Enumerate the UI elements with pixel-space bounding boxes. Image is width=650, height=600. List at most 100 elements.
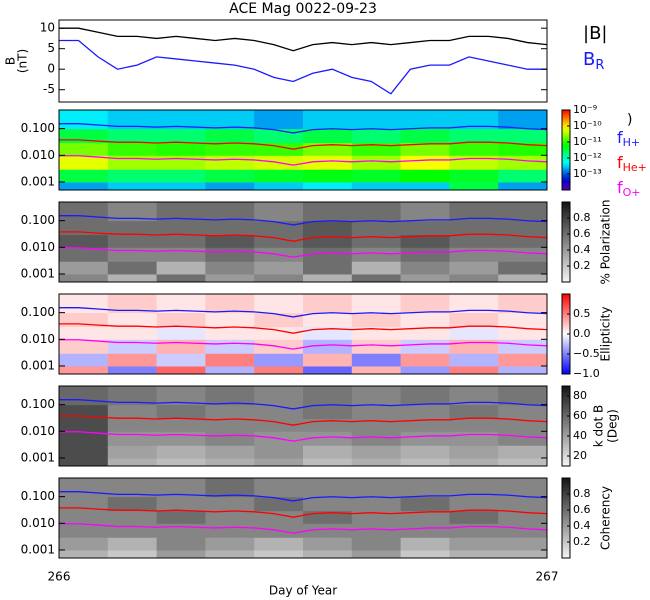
- heatmap-cell: [400, 418, 450, 432]
- legend-entry-sub: He+: [623, 161, 647, 174]
- heatmap-cell: [400, 169, 450, 183]
- heatmap-cell: [107, 169, 158, 183]
- heatmap-cell: [498, 220, 547, 236]
- colorbar-tick-label: −0.5: [573, 347, 600, 360]
- heatmap-cell: [205, 404, 255, 420]
- heatmap-cell: [400, 339, 450, 354]
- colorbar-tick-label: 0.8: [573, 211, 591, 224]
- series-line: [59, 307, 547, 318]
- colorbar-tick-label: 0.6: [573, 227, 591, 240]
- heatmap-cell: [400, 457, 450, 466]
- legend-entry: fHe+: [617, 153, 647, 175]
- heatmap-cell: [303, 202, 353, 222]
- heatmap-cell: [59, 202, 109, 222]
- heatmap-cell: [59, 155, 109, 170]
- heatmap-cell: [156, 312, 206, 328]
- heatmap-cell: [156, 220, 206, 236]
- heatmap-cell: [303, 181, 353, 190]
- heatmap-cell: [449, 155, 499, 170]
- series-line: [59, 523, 547, 534]
- heatmap-cell: [351, 294, 402, 314]
- heatmap-cell: [303, 294, 353, 314]
- heatmap-cell: [205, 457, 255, 466]
- heatmap-cell: [449, 445, 499, 459]
- heatmap-cell: [498, 169, 547, 183]
- series-line: [59, 215, 547, 226]
- heatmap-cell: [498, 496, 547, 512]
- heatmap-cell: [400, 431, 450, 446]
- heatmap-cell: [449, 181, 499, 190]
- plot-frame: [58, 477, 548, 559]
- heatmap-cell: [254, 169, 304, 183]
- heatmap-cell: [205, 418, 255, 432]
- heatmap-cell: [498, 404, 547, 420]
- heatmap-cell: [351, 220, 402, 236]
- heatmap-cell: [449, 365, 499, 374]
- heatmap-cell: [107, 339, 158, 354]
- heatmap-cell: [351, 169, 402, 183]
- colorbar-label: % Polarization: [599, 200, 613, 285]
- y-tick-label: 5: [47, 41, 55, 55]
- heatmap-cell: [156, 326, 206, 340]
- heatmap-cell: [449, 478, 499, 498]
- heatmap-cell: [59, 523, 109, 538]
- heatmap-cell: [254, 365, 304, 374]
- colorbar-label: (Deg): [606, 409, 620, 443]
- y-axis-label: (nT): [16, 49, 30, 73]
- legend-entry-sub: O+: [623, 186, 641, 199]
- heatmap-cell: [400, 496, 450, 512]
- heatmap-cell: [205, 510, 255, 524]
- heatmap-cell: [254, 181, 304, 190]
- plot-area: [59, 27, 547, 95]
- y-tick-label: 0.001: [21, 266, 55, 280]
- heatmap-cell: [205, 312, 255, 328]
- heatmap-cell: [449, 386, 499, 406]
- heatmap-cell: [351, 339, 402, 354]
- heatmap-cell: [205, 365, 255, 374]
- heatmap-cell: [351, 365, 402, 374]
- heatmap-cell: [156, 478, 206, 498]
- heatmap-cell: [303, 445, 353, 459]
- heatmap-cell: [156, 510, 206, 524]
- colorbar-tick-label: 0.4: [573, 243, 591, 256]
- heatmap-cell: [254, 142, 304, 156]
- heatmap-cell: [107, 273, 158, 282]
- plot-area: [59, 386, 547, 466]
- series-line: [59, 415, 547, 426]
- heatmap-cell: [254, 326, 304, 340]
- heatmap-cell: [449, 128, 499, 144]
- heatmap-cell: [400, 365, 450, 374]
- series-line: [59, 39, 547, 95]
- heatmap-cell: [351, 110, 402, 130]
- heatmap-cell: [449, 418, 499, 432]
- heatmap-cell: [449, 339, 499, 354]
- heatmap-cell: [59, 478, 109, 498]
- heatmap-cell: [205, 247, 255, 262]
- colorbar: [561, 385, 571, 467]
- y-tick-label: 0.001: [21, 358, 55, 372]
- heatmap-cell: [400, 386, 450, 406]
- series-line: [59, 27, 547, 52]
- y-tick-label: 0.010: [21, 148, 55, 162]
- heatmap-cell: [59, 353, 109, 367]
- colorbar-tick-label: 0.6: [573, 503, 591, 516]
- heatmap-cell: [303, 220, 353, 236]
- legend-entry: |B|: [583, 23, 607, 44]
- heatmap-cell: [351, 261, 402, 275]
- legend-entry-main: f: [617, 178, 623, 197]
- heatmap-cell: [205, 294, 255, 314]
- heatmap-cell: [107, 523, 158, 538]
- series-line: [59, 155, 547, 166]
- heatmap-cell: [205, 431, 255, 446]
- heatmap-cell: [303, 273, 353, 282]
- heatmap-cell: [400, 128, 450, 144]
- heatmap-cell: [59, 234, 109, 248]
- heatmap-cell: [59, 326, 109, 340]
- y-tick-label: 0.010: [21, 516, 55, 530]
- heatmap-cell: [498, 326, 547, 340]
- heatmap-cell: [59, 294, 109, 314]
- heatmap-cell: [156, 339, 206, 354]
- heatmap-cell: [254, 510, 304, 524]
